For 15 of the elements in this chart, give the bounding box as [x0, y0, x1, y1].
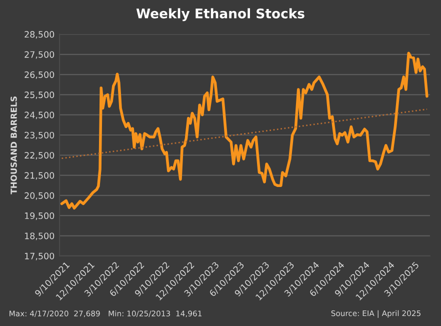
y-tick-label: 19,500	[25, 212, 54, 220]
y-tick-label: 18,500	[25, 232, 54, 240]
line-series	[60, 52, 428, 210]
y-tick-label: 20,500	[24, 192, 54, 200]
y-tick-label: 24,500	[24, 112, 54, 120]
y-axis-title: THOUSAND BARRELS	[10, 96, 17, 194]
y-tick-label: 25,500	[24, 92, 54, 100]
y-tick-label: 21,500	[24, 172, 54, 180]
y-tick-label: 28,500	[24, 31, 54, 39]
y-tick-label: 17,500	[25, 252, 54, 260]
chart-title: Weekly Ethanol Stocks	[136, 8, 304, 22]
y-tick-label: 26,500	[24, 71, 54, 79]
y-tick-label: 27,500	[24, 51, 54, 59]
y-tick-label: 23,500	[24, 132, 54, 140]
y-tick-label: 22,500	[24, 152, 54, 160]
